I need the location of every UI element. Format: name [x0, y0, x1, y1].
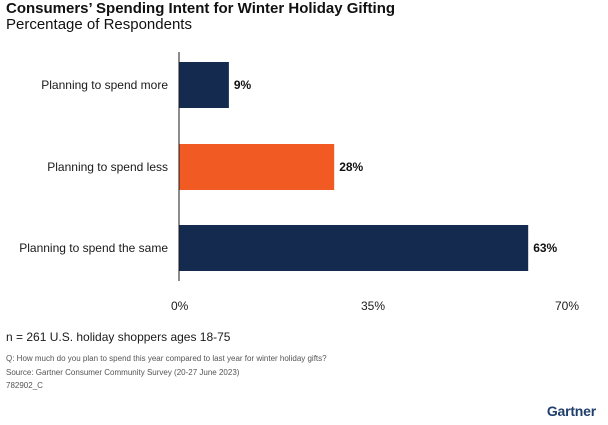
bar-2: [179, 144, 335, 190]
category-label-1: Planning to spend more: [41, 78, 168, 92]
data-label-3: 63%: [533, 241, 557, 255]
x-tick-label-2: 35%: [361, 299, 385, 313]
bar-1: [179, 62, 229, 108]
gartner-logo: Gartner: [546, 403, 596, 419]
chart-subtitle: Percentage of Respondents: [6, 16, 192, 33]
chart-title: Consumers’ Spending Intent for Winter Ho…: [6, 0, 396, 17]
sample-size-note: n = 261 U.S. holiday shoppers ages 18-75: [6, 330, 231, 344]
survey-question-note: Q: How much do you plan to spend this ye…: [6, 354, 327, 363]
category-label-2: Planning to spend less: [47, 160, 168, 174]
data-label-1: 9%: [234, 78, 252, 92]
figure-code: 782902_C: [6, 381, 43, 390]
x-tick-label-1: 0%: [171, 299, 189, 313]
bar-3: [179, 225, 529, 271]
x-tick-label-3: 70%: [555, 299, 579, 313]
category-label-3: Planning to spend the same: [19, 241, 168, 255]
data-label-2: 28%: [339, 160, 363, 174]
source-note: Source: Gartner Consumer Community Surve…: [6, 368, 240, 377]
